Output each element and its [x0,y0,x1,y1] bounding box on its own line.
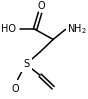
Text: O: O [12,84,19,94]
Text: O: O [38,1,45,11]
Text: NH$_2$: NH$_2$ [67,22,87,36]
Text: S: S [23,59,29,69]
Text: HO: HO [1,24,16,34]
